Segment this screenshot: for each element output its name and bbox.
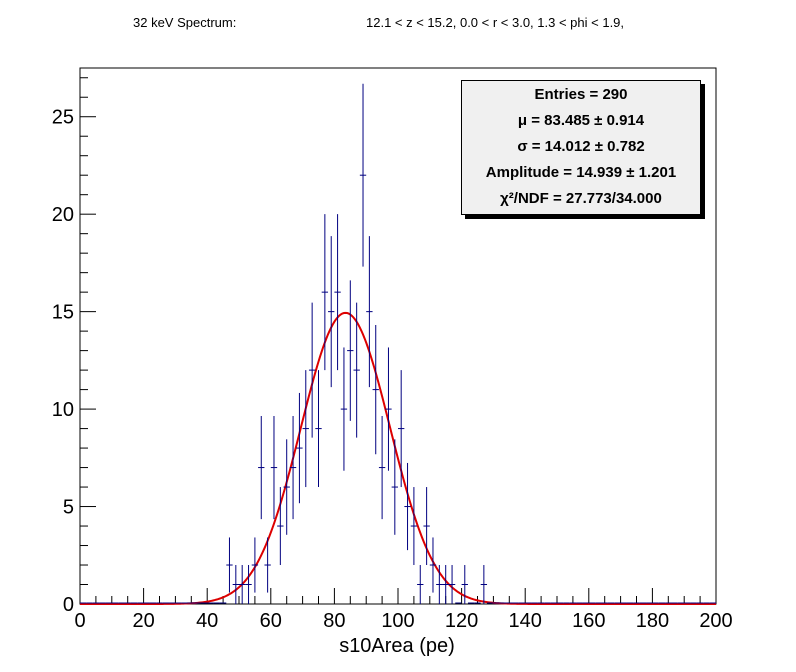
data-point (251, 537, 259, 593)
data-point (461, 565, 468, 604)
data-point (391, 439, 398, 535)
data-point (328, 236, 335, 388)
data-point (277, 487, 284, 566)
y-tick-label: 20 (52, 204, 74, 226)
axes: 0 20 40 60 80 100 120 140 160 180 200 0 5 10 15 20 25 (52, 67, 733, 632)
data-point (283, 439, 290, 535)
x-tick-label: 40 (196, 610, 218, 632)
y-tick-label: 25 (52, 107, 74, 129)
data-point (321, 214, 329, 371)
data-point (347, 280, 354, 421)
data-point (429, 537, 437, 593)
data-point (398, 370, 405, 488)
data-point (308, 302, 316, 438)
x-tick-label: 140 (509, 610, 542, 632)
x-tick-label: 100 (381, 610, 414, 632)
data-point (366, 236, 373, 388)
data-point (258, 415, 265, 520)
stats-entries: Entries = 290 (534, 86, 628, 103)
y-tick-label: 10 (52, 399, 74, 421)
data-point (232, 565, 239, 604)
x-tick-label: 120 (445, 610, 478, 632)
stats-amplitude: Amplitude = 14.939 ± 1.201 (485, 164, 677, 181)
data-point (245, 565, 252, 604)
x-tick-label: 180 (636, 610, 669, 632)
stats-sigma: σ = 14.012 ± 0.782 (517, 138, 645, 155)
stats-mu: μ = 83.485 ± 0.914 (517, 112, 645, 129)
data-point (353, 302, 360, 438)
stats-chi2: χ²/NDF = 27.773/34.000 (500, 190, 662, 207)
data-point (302, 370, 309, 488)
header-cuts: 12.1 < z < 15.2, 0.0 < r < 3.0, 1.3 < ph… (366, 15, 625, 30)
data-point (385, 347, 392, 471)
data-point (378, 415, 386, 520)
x-tick-label: 160 (572, 610, 605, 632)
x-tick-label: 60 (260, 610, 282, 632)
x-tick-label: 200 (699, 610, 732, 632)
data-point (289, 415, 297, 520)
data-point (480, 565, 488, 604)
data-point (442, 565, 449, 604)
data-point (334, 214, 341, 371)
stats-box: Entries = 290 μ = 83.485 ± 0.914 σ = 14.… (461, 80, 701, 215)
x-axis-label: s10Area (pe) (339, 635, 455, 657)
data-point (239, 565, 246, 604)
header-title: 32 keV Spectrum: (133, 15, 237, 30)
data-point (372, 324, 379, 455)
data-point (296, 392, 303, 504)
data-point (359, 83, 367, 267)
data-point (264, 537, 271, 593)
data-point (404, 462, 411, 551)
y-tick-label: 0 (63, 594, 74, 616)
x-tick-label: 20 (132, 610, 154, 632)
y-tick-label: 15 (52, 302, 74, 324)
data-point (315, 370, 322, 488)
data-point (226, 537, 233, 593)
data-point (270, 415, 278, 520)
data-point (436, 565, 443, 604)
gaussian-fit-curve (80, 311, 716, 605)
data-point (448, 565, 456, 604)
data-layer (80, 83, 716, 604)
data-point (417, 565, 424, 604)
data-point (423, 487, 430, 566)
y-tick-label: 5 (63, 497, 74, 519)
data-point (340, 347, 348, 471)
fit-layer (80, 311, 716, 605)
data-point (410, 487, 418, 566)
x-tick-label: 0 (74, 610, 85, 632)
x-tick-label: 80 (323, 610, 345, 632)
